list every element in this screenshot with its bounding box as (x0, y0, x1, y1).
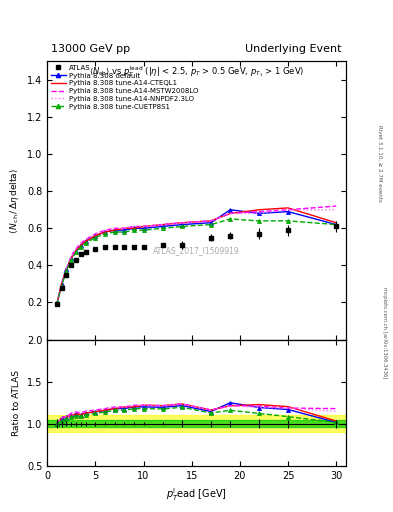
Bar (47, 420, 346, 427)
X-axis label: $p_T^\mathrm{l}$ead [GeV]: $p_T^\mathrm{l}$ead [GeV] (166, 486, 227, 503)
Text: mcplots.cern.ch [arXiv:1306.3436]: mcplots.cern.ch [arXiv:1306.3436] (382, 287, 387, 378)
Legend: ATLAS, Pythia 8.308 default, Pythia 8.308 tune-A14-CTEQL1, Pythia 8.308 tune-A14: ATLAS, Pythia 8.308 default, Pythia 8.30… (49, 63, 200, 111)
Y-axis label: $\langle\, N_\mathrm{ch}\,/\,\Delta\eta\,\mathrm{delta}\rangle$: $\langle\, N_\mathrm{ch}\,/\,\Delta\eta\… (8, 167, 21, 233)
Y-axis label: Ratio to ATLAS: Ratio to ATLAS (12, 370, 21, 436)
Text: Underlying Event: Underlying Event (245, 44, 342, 54)
Bar (47, 415, 346, 432)
Text: 13000 GeV pp: 13000 GeV pp (51, 44, 130, 54)
Text: $\langle N_\mathrm{ch}\rangle$ vs $p_T^\mathrm{lead}$ ($|\eta|$ < 2.5, $p_T$ > 0: $\langle N_\mathrm{ch}\rangle$ vs $p_T^\… (89, 64, 304, 79)
Text: ATLAS_2017_I1509919: ATLAS_2017_I1509919 (153, 246, 240, 255)
Text: Rivet 3.1.10, ≥ 2.7M events: Rivet 3.1.10, ≥ 2.7M events (377, 125, 382, 202)
